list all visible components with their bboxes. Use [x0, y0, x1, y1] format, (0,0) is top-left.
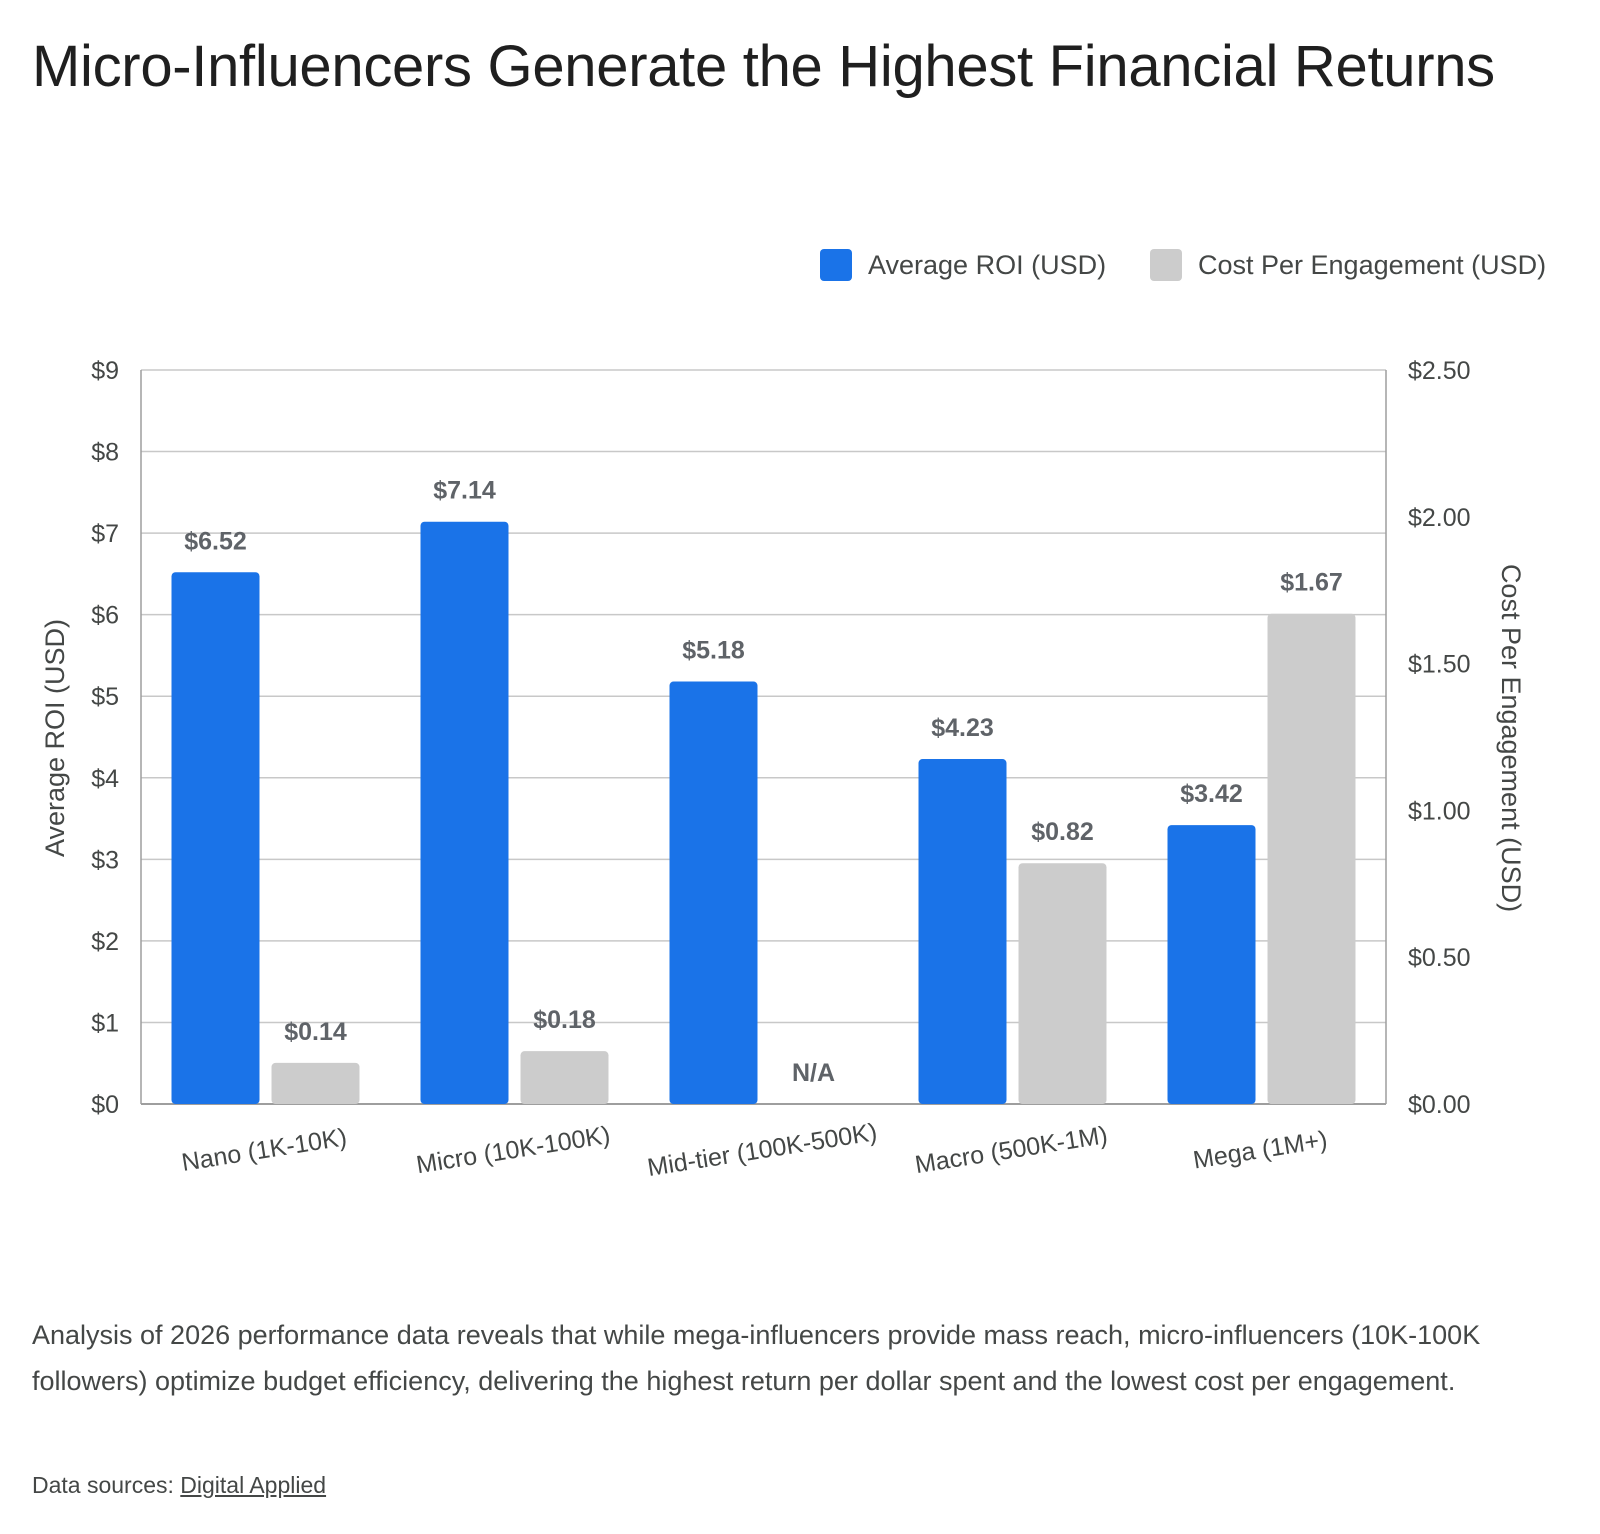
x-tick-label: Macro (500K-1M)	[913, 1121, 1109, 1179]
data-label: $7.14	[433, 477, 496, 505]
x-tick-label: Nano (1K-10K)	[180, 1123, 349, 1177]
y-tick-label-left: $6	[91, 602, 119, 630]
x-tick-label: Mega (1M+)	[1191, 1126, 1329, 1175]
data-label: $0.18	[533, 1006, 596, 1034]
bar-cpe	[271, 1062, 360, 1104]
data-label: $1.67	[1280, 569, 1343, 597]
y-tick-label-left: $4	[91, 765, 119, 793]
source-link[interactable]: Digital Applied	[180, 1472, 327, 1498]
y-tick-label-right: $1.50	[1408, 651, 1471, 679]
y-tick-label-left: $0	[91, 1091, 119, 1119]
bar-roi	[669, 681, 758, 1104]
legend-item-cpe: Cost Per Engagement (USD)	[1150, 248, 1546, 282]
bar-cpe	[520, 1051, 609, 1104]
chart-legend: Average ROI (USD) Cost Per Engagement (U…	[820, 248, 1580, 282]
bar-roi	[1167, 825, 1256, 1104]
x-tick-label: Micro (10K-100K)	[414, 1121, 612, 1179]
bar-roi	[171, 572, 260, 1104]
bar-roi	[918, 759, 1007, 1104]
x-tick-label: Mid-tier (100K-500K)	[645, 1118, 879, 1182]
y-tick-label-left: $8	[91, 439, 119, 467]
data-label: $0.14	[284, 1018, 347, 1046]
y-tick-label-left: $3	[91, 846, 119, 874]
y-tick-label-left: $5	[91, 683, 119, 711]
y-tick-label-left: $1	[91, 1009, 119, 1037]
right-axis: $0.00 $0.50 $1.00 $1.50 $2.00 $2.50	[1408, 357, 1471, 1119]
data-labels: $6.52 $0.14 $7.14 $0.18 $5.18 N/A $4.23 $0.82 $3…	[184, 477, 1343, 1087]
legend-label-roi: Average ROI (USD)	[868, 249, 1107, 280]
x-axis: Nano (1K-10K) Micro (10K-100K) Mid-tier (1…	[180, 1118, 1330, 1182]
y-tick-label-left: $9	[91, 357, 119, 385]
y-tick-label-right: $1.00	[1408, 797, 1471, 825]
y-tick-label-right: $2.00	[1408, 504, 1471, 532]
bar-roi	[420, 521, 509, 1104]
sources-label: Data sources:	[32, 1472, 174, 1498]
data-label: N/A	[792, 1059, 835, 1087]
bar-cpe	[1018, 863, 1107, 1104]
data-label: $0.82	[1031, 818, 1094, 846]
y-axis-title-right: Cost Per Engagement (USD)	[1496, 564, 1526, 912]
legend-swatch-cpe	[1150, 249, 1182, 281]
bars	[171, 521, 1356, 1104]
grid-lines	[140, 369, 1387, 1105]
legend-item-roi: Average ROI (USD)	[820, 248, 1106, 282]
data-label: $4.23	[931, 714, 994, 742]
bar-cpe	[1267, 613, 1356, 1104]
bar-chart: $0 $1 $2 $3 $4 $5 $6 $7 $8 $9 $0.00 $0.50 $1.00 $1.5…	[40, 357, 1526, 1182]
y-tick-label-right: $2.50	[1408, 357, 1471, 385]
chart-description: Analysis of 2026 performance data reveal…	[32, 1320, 1481, 1396]
y-tick-label-right: $0.00	[1408, 1091, 1471, 1119]
left-axis: $0 $1 $2 $3 $4 $5 $6 $7 $8 $9	[91, 357, 119, 1119]
legend-label-cpe: Cost Per Engagement (USD)	[1198, 249, 1547, 280]
data-label: $3.42	[1180, 780, 1243, 808]
data-label: $5.18	[682, 637, 745, 665]
y-tick-label-right: $0.50	[1408, 944, 1471, 972]
y-tick-label-left: $2	[91, 928, 119, 956]
legend-swatch-roi	[820, 249, 852, 281]
y-tick-label-left: $7	[91, 520, 119, 548]
data-label: $6.52	[184, 527, 247, 555]
y-axis-title-left: Average ROI (USD)	[40, 619, 70, 857]
data-sources: Data sources: Digital Applied	[32, 1472, 326, 1499]
chart-title: Micro-Influencers Generate the Highest F…	[32, 34, 1495, 99]
